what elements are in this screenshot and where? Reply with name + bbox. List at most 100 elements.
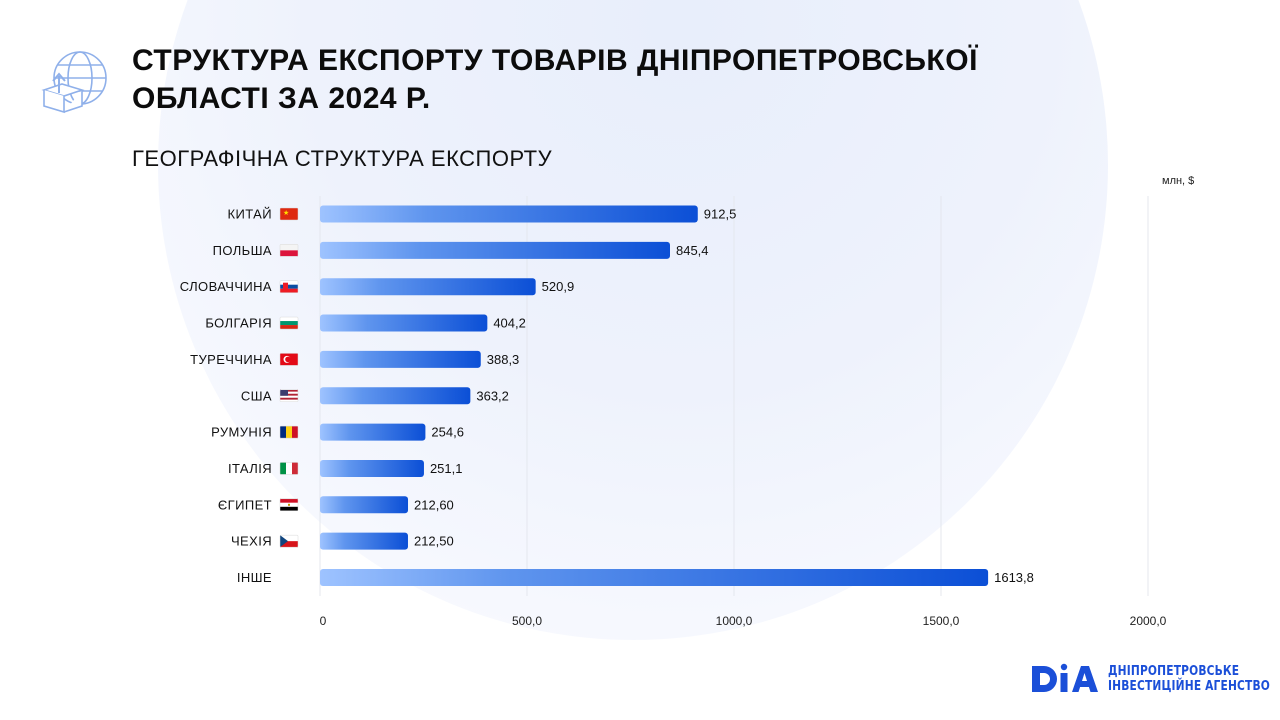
bar-value-label: 212,60 [414,497,454,512]
flag-part [280,389,288,396]
flag-tr-icon [279,353,299,366]
x-tick-label: 1500,0 [923,614,960,628]
flag-part [280,280,298,285]
flag-part [283,282,288,291]
bar-value-label: 404,2 [493,316,526,331]
bar [320,459,424,477]
page-title-line1: СТРУКТУРА ЕКСПОРТУ ТОВАРІВ ДНІПРОПЕТРОВС… [132,44,978,77]
bar [320,241,670,259]
unit-label: млн, $ [1162,175,1195,187]
flag-border [279,425,299,439]
flag-part [292,426,298,439]
flag-part [280,399,298,402]
page-title: СТРУКТУРА ЕКСПОРТУ ТОВАРІВ ДНІПРОПЕТРОВС… [132,42,978,118]
logo-line1: ДНІПРОПЕТРОВСЬКЕ [1108,664,1240,679]
flag-part [280,462,286,475]
bar [320,278,536,296]
flag-border [279,462,299,475]
labels: 0 500,0 1000,0 1500,0 2000,0 912,5 КИТАЙ ★ 845,4… [180,207,1167,629]
bar [320,496,409,514]
flag-border [279,534,299,548]
flag-part [280,284,298,289]
flag-part [280,541,298,548]
flag-border [279,244,299,257]
category-label: ЄГИПЕТ [218,497,272,512]
flag-border [279,498,299,512]
category-label: ПОЛЬША [213,243,272,258]
flag-part [280,389,298,392]
bar [320,350,481,368]
bar-value-label: 212,50 [414,534,454,549]
flag-part [280,397,298,400]
flag-part [285,356,291,363]
flag-part [280,325,298,330]
flag-part [280,208,298,220]
logo-line2: ІНВЕСТИЦІЙНЕ АГЕНСТВО [1108,679,1270,694]
bar [320,569,989,586]
flag-bg-icon [279,316,299,330]
flag-part [280,395,298,398]
category-label: ІНШЕ [237,570,272,585]
flag-part [288,503,290,506]
flag-eg-icon [279,498,299,512]
flag-border [279,353,299,366]
bar-value-label: 254,6 [431,425,464,440]
page-title-line2: ОБЛАСТІ ЗА 2024 Р. [132,82,431,115]
x-tick-label: 2000,0 [1130,614,1167,628]
dia-logo: ДНІПРОПЕТРОВСЬКЕ ІНВЕСТИЦІЙНЕ АГЕНСТВО [1030,660,1280,698]
flag-part [280,321,298,326]
bar-value-label: 1613,8 [994,570,1034,585]
category-label: БОЛГАРІЯ [205,316,272,331]
bar-value-label: 251,1 [430,461,463,476]
category-label: ЧЕХІЯ [231,534,272,549]
category-label: ІТАЛІЯ [228,461,272,476]
flag-part [280,506,298,511]
category-label: СЛОВАЧЧИНА [180,279,272,294]
flag-pl-icon [279,244,299,257]
flag-part [292,462,298,475]
flag-sk-icon [279,280,299,293]
chart-title: ГЕОГРАФІЧНА СТРУКТУРА ЕКСПОРТУ [132,146,553,171]
category-label: РУМУНІЯ [211,425,272,440]
flag-part [280,535,298,542]
bar [320,532,408,550]
x-tick-label: 500,0 [512,614,542,628]
flag-part [280,535,288,548]
flag-border [279,316,299,330]
flag-part [280,426,286,439]
flag-part: ★ [283,209,289,217]
bars [320,205,989,586]
flag-part [280,391,298,394]
x-tick-label: 1000,0 [716,614,753,628]
flag-part [280,244,298,251]
bar [320,314,488,332]
bar-value-label: 912,5 [704,207,737,222]
dia-logo-mark [1032,663,1098,692]
flag-ro-icon [279,425,299,439]
flag-part [286,462,292,475]
bar-value-label: 388,3 [487,352,520,367]
bar-value-label: 520,9 [542,279,575,294]
flag-part [280,250,298,257]
category-label: США [241,388,272,403]
flag-border [279,389,299,402]
bar [320,205,698,223]
flag-us-icon [279,389,299,402]
bar-value-label: 363,2 [476,388,509,403]
category-label: ТУРЕЧЧИНА [190,352,272,367]
flag-border [279,280,299,293]
flag-part [286,426,292,439]
globe-export-icon [40,46,110,121]
flag-part [280,498,298,503]
flag-part [280,317,298,322]
flag-part [280,393,298,396]
bar [320,387,471,405]
flag-it-icon [279,462,299,475]
bar-value-label: 845,4 [676,243,709,258]
flag-part [280,288,298,293]
flag-cz-icon [279,534,299,548]
flag-cn-icon: ★ [279,207,299,221]
flag-border [279,207,299,221]
x-tick-label: 0 [320,614,327,628]
